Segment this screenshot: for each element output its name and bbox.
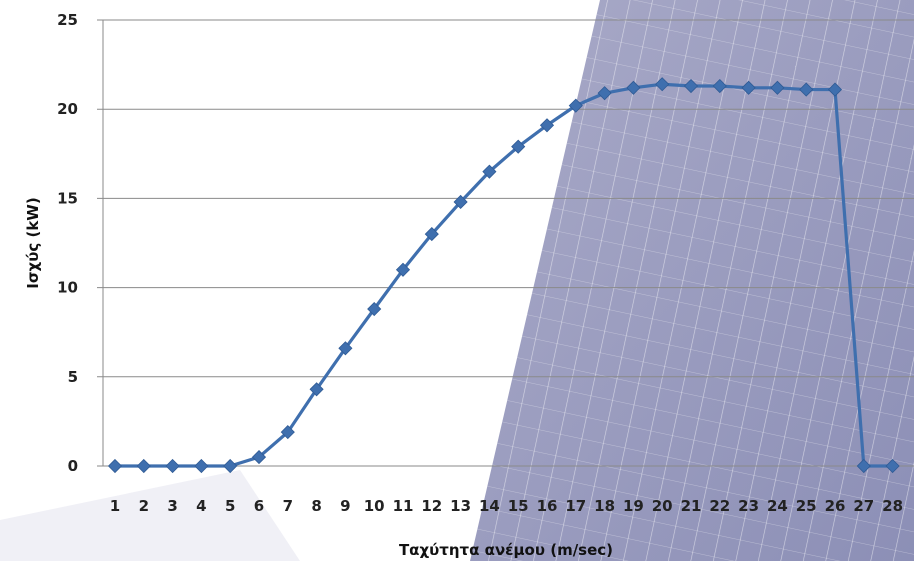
x-tick-label: 2: [139, 497, 149, 515]
x-tick-label: 11: [393, 497, 414, 515]
data-point: [683, 78, 699, 94]
data-point: [511, 139, 526, 154]
x-tick-label: 27: [853, 497, 874, 515]
x-tick-label: 19: [623, 497, 644, 515]
data-point: [338, 341, 353, 356]
x-tick-label: 26: [825, 497, 846, 515]
data-point: [827, 82, 843, 97]
y-tick-label: 15: [57, 189, 78, 207]
y-axis-title: Ισχύς (kW): [24, 197, 42, 288]
x-tick-label: 22: [709, 497, 730, 515]
data-point: [251, 450, 267, 465]
y-tick-label: 5: [68, 368, 78, 386]
x-tick-label: 7: [283, 497, 293, 515]
data-point: [395, 262, 411, 277]
x-axis-ticks: 1 2 3 4 5 6 7 8 9 10 11 12 13 14 15 16 17 18 19 20 21 22 23 24 2…: [110, 497, 903, 515]
data-point: [597, 86, 612, 101]
x-tick-label: 25: [796, 497, 817, 515]
data-point: [136, 458, 151, 474]
x-axis-title: Ταχύτητα ανέμου (m/sec): [399, 541, 613, 559]
x-tick-label: 23: [738, 497, 759, 515]
data-point: [539, 118, 555, 133]
data-point: [424, 227, 439, 242]
data-point: [626, 80, 641, 95]
data-point: [482, 164, 497, 179]
x-tick-label: 6: [254, 497, 264, 515]
data-point: [194, 458, 209, 474]
x-tick-label: 9: [340, 497, 350, 515]
data-point: [712, 78, 727, 94]
x-tick-label: 15: [508, 497, 529, 515]
data-point: [453, 194, 468, 210]
y-tick-label: 20: [57, 100, 78, 118]
x-tick-label: 18: [594, 497, 615, 515]
x-tick-label: 21: [681, 497, 702, 515]
x-tick-label: 4: [196, 497, 206, 515]
data-point: [280, 425, 295, 440]
x-tick-label: 13: [450, 497, 471, 515]
data-point: [367, 301, 382, 317]
y-tick-label: 10: [57, 279, 78, 297]
data-point: [568, 98, 583, 113]
data-point: [655, 77, 670, 92]
x-tick-label: 3: [167, 497, 177, 515]
series-line: [115, 82, 893, 468]
x-tick-label: 24: [767, 497, 788, 515]
data-point: [885, 458, 900, 474]
x-tick-label: 16: [537, 497, 558, 515]
x-tick-label: 1: [110, 497, 120, 515]
y-tick-label: 25: [57, 11, 78, 29]
data-point: [107, 458, 123, 474]
data-point: [223, 458, 238, 474]
data-point: [309, 382, 324, 397]
x-tick-label: 8: [311, 497, 321, 515]
data-point: [741, 80, 756, 95]
data-point: [856, 458, 871, 474]
x-tick-label: 28: [882, 497, 903, 515]
y-tick-label: 0: [68, 457, 78, 475]
series-group: [107, 77, 900, 474]
data-point: [770, 80, 785, 95]
y-axis-ticks: 0 5 10 15 20 25: [57, 11, 78, 475]
x-tick-label: 10: [364, 497, 385, 515]
x-tick-label: 12: [421, 497, 442, 515]
data-point: [799, 82, 814, 97]
data-point: [165, 458, 180, 474]
gridlines: [97, 19, 914, 467]
x-tick-label: 5: [225, 497, 235, 515]
x-tick-label: 14: [479, 497, 500, 515]
x-tick-label: 20: [652, 497, 673, 515]
x-tick-label: 17: [565, 497, 586, 515]
